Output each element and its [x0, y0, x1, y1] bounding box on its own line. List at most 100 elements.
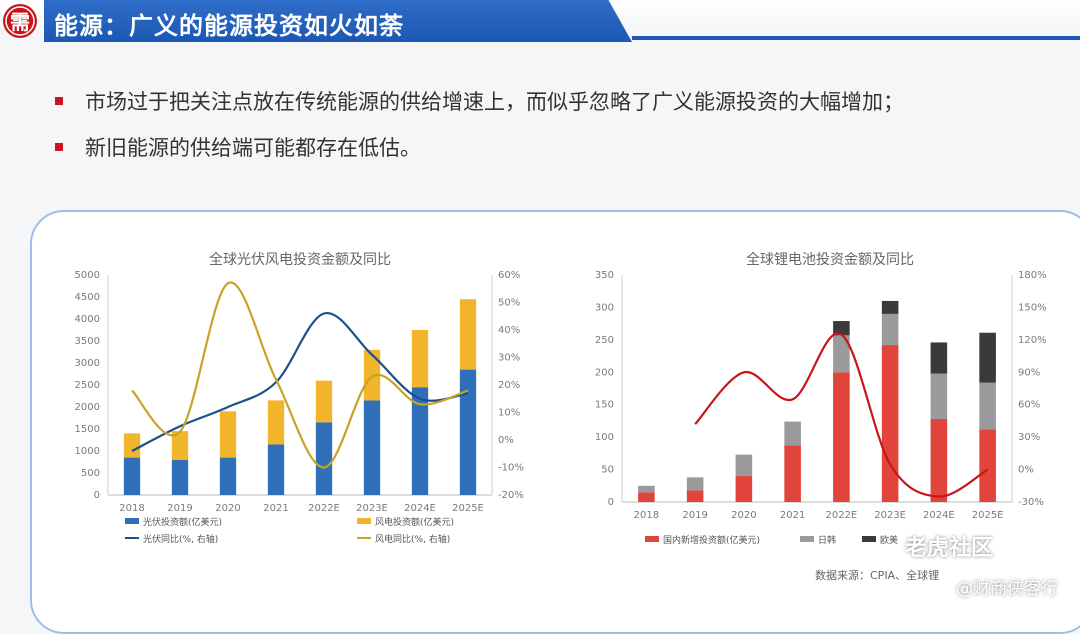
y-tick-label: 350: [595, 270, 614, 281]
y-tick-label: 3000: [75, 358, 100, 369]
bar-segment: [411, 387, 429, 495]
bar-segment: [881, 345, 899, 502]
y-tick-label: 5000: [75, 270, 100, 281]
title-bar: 能源：广义的能源投资如火如荼: [44, 0, 632, 42]
y2-tick-label: 30%: [1018, 432, 1040, 443]
y2-tick-label: 60%: [1018, 400, 1040, 411]
seal-icon: 需: [3, 4, 37, 38]
bar-segment: [686, 477, 704, 491]
bar-segment: [363, 349, 381, 401]
bullet-item: 市场过于把关注点放在传统能源的供给增速上，而似乎忽略了广义能源投资的大幅增加；: [55, 86, 904, 116]
x-tick-label: 2021: [263, 503, 288, 514]
bar-segment: [784, 445, 801, 502]
bar-segment: [979, 332, 996, 383]
y2-tick-label: 180%: [1018, 270, 1047, 281]
legend-swatch: [800, 536, 814, 542]
y-tick-label: 4500: [75, 292, 100, 303]
bar-segment: [219, 411, 237, 458]
chart-card: [30, 210, 1080, 634]
bar-segment: [267, 400, 285, 445]
legend-label: 日韩: [818, 534, 836, 546]
legend-swatch: [357, 518, 371, 524]
y2-tick-label: 10%: [498, 408, 520, 419]
bar-segment: [930, 342, 948, 374]
watermark-handle: @财商侠客行: [956, 579, 1058, 599]
y-tick-label: 300: [595, 302, 614, 313]
legend-swatch: [862, 536, 876, 542]
series-line: [131, 312, 469, 452]
y2-tick-label: 20%: [498, 380, 520, 391]
y2-tick-label: 0%: [1018, 465, 1034, 476]
y2-tick-label: 0%: [498, 435, 514, 446]
x-tick-label: 2022E: [308, 503, 340, 514]
y2-tick-label: 30%: [498, 353, 520, 364]
y-tick-label: 500: [81, 468, 100, 479]
x-tick-label: 2023E: [356, 503, 388, 514]
slide-header: 需 能源：广义的能源投资如火如荼: [0, 0, 1080, 42]
y-tick-label: 2500: [75, 380, 100, 391]
source-note: 数据来源：CPIA、全球锂: [815, 569, 940, 582]
y-tick-label: 1000: [75, 446, 100, 457]
x-tick-label: 2022E: [825, 510, 857, 521]
y2-tick-label: 60%: [498, 270, 520, 281]
y2-tick-label: 120%: [1018, 335, 1047, 346]
y2-tick-label: -20%: [498, 490, 524, 501]
bar-segment: [833, 335, 850, 373]
x-tick-label: 2021: [780, 510, 805, 521]
x-tick-label: 2024E: [404, 503, 436, 514]
bullet-marker: [55, 143, 63, 151]
bullet-marker: [55, 97, 63, 105]
x-tick-label: 2018: [119, 503, 144, 514]
chart-title: 全球光伏风电投资金额及同比: [209, 251, 391, 268]
x-tick-label: 2019: [167, 503, 192, 514]
y-tick-label: 150: [595, 400, 614, 411]
x-tick-label: 2020: [215, 503, 240, 514]
y-tick-label: 4000: [75, 314, 100, 325]
legend-label: 国内新增投资额(亿美元): [663, 534, 760, 546]
brand-logo: 需: [0, 0, 44, 42]
bar-segment: [638, 492, 655, 502]
bar-segment: [833, 321, 850, 336]
bar-segment: [930, 373, 948, 419]
bar-segment: [315, 422, 333, 495]
y2-tick-label: 40%: [498, 325, 520, 336]
legend-swatch: [125, 518, 139, 524]
bar-segment: [979, 429, 996, 502]
watermark-logo: 老虎社区: [905, 536, 994, 561]
series-line: [131, 281, 469, 469]
y-tick-label: 0: [608, 497, 614, 508]
bar-segment: [123, 457, 141, 495]
y-tick-label: 0: [94, 490, 100, 501]
bar-segment: [979, 382, 996, 430]
y2-tick-label: 50%: [498, 298, 520, 309]
header-divider: [632, 36, 1080, 40]
y-tick-label: 2000: [75, 402, 100, 413]
seal-text: 需: [10, 10, 30, 34]
y-tick-label: 3500: [75, 336, 100, 347]
x-tick-label: 2024E: [923, 510, 955, 521]
bar-segment: [123, 433, 141, 458]
bar-segment: [315, 380, 333, 423]
y-tick-label: 250: [595, 335, 614, 346]
y-tick-label: 50: [601, 465, 614, 476]
y-tick-label: 1500: [75, 424, 100, 435]
y-tick-label: 100: [595, 432, 614, 443]
legend-label: 光伏投资额(亿美元): [143, 516, 222, 528]
y2-tick-label: -30%: [1018, 497, 1044, 508]
bar-segment: [833, 372, 850, 502]
legend-label: 欧美: [880, 534, 898, 546]
x-tick-label: 2023E: [874, 510, 906, 521]
x-tick-label: 2019: [682, 510, 707, 521]
bar-segment: [411, 330, 429, 388]
legend-label: 风电投资额(亿美元): [375, 516, 454, 528]
bar-segment: [459, 299, 477, 370]
bar-segment: [363, 400, 381, 495]
x-tick-label: 2020: [731, 510, 756, 521]
y2-tick-label: 150%: [1018, 302, 1047, 313]
x-tick-label: 2018: [634, 510, 659, 521]
bar-segment: [930, 418, 948, 502]
x-tick-label: 2025E: [972, 510, 1004, 521]
legend-label: 风电同比(%, 右轴): [375, 533, 450, 545]
bullet-item: 新旧能源的供给端可能都存在低估。: [55, 132, 421, 162]
legend-label: 光伏同比(%, 右轴): [143, 533, 218, 545]
